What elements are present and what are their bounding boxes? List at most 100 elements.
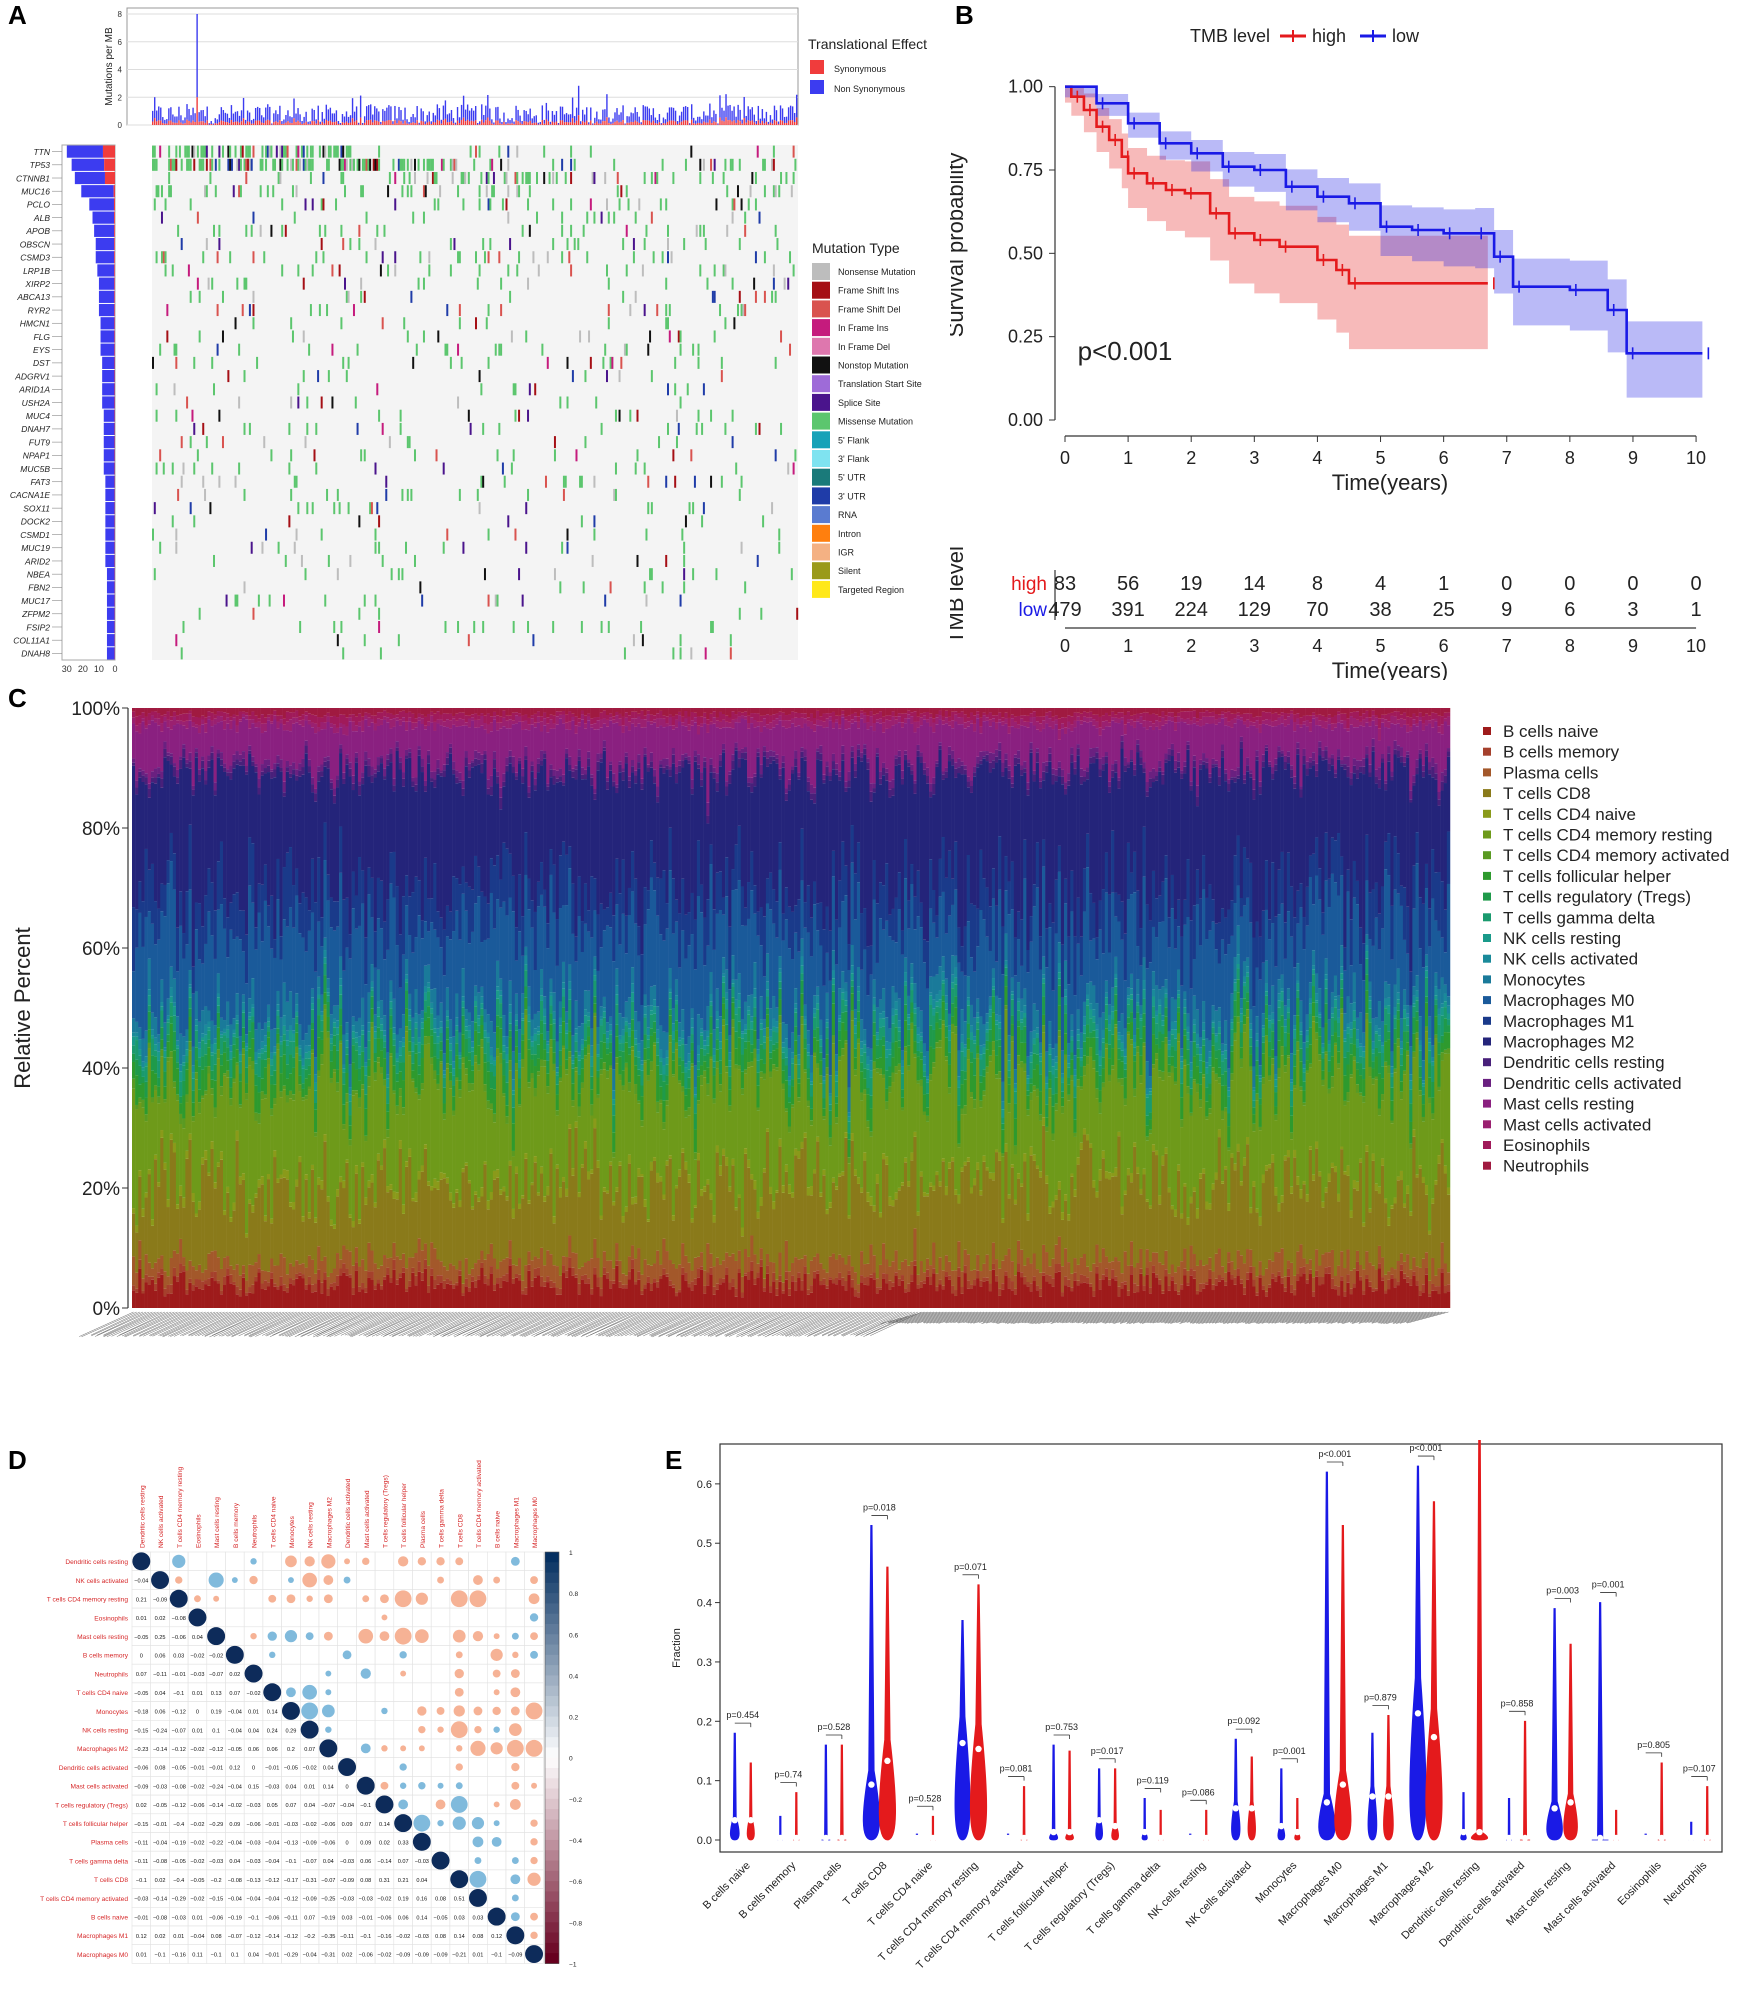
composition-segment (150, 1279, 155, 1308)
composition-segment (361, 870, 365, 904)
composition-segment (395, 1058, 399, 1062)
composition-segment (408, 1051, 412, 1056)
mutation-cell (763, 251, 766, 264)
composition-segment (166, 883, 170, 999)
mutation-cell (281, 264, 284, 277)
composition-segment (464, 1162, 469, 1166)
composition-segment (226, 717, 230, 724)
mutation-cell (638, 198, 641, 211)
composition-segment (565, 1277, 569, 1308)
composition-segment (172, 1015, 177, 1032)
composition-segment (342, 1064, 346, 1069)
tmb-bar-nonsyn (703, 111, 705, 122)
panel-label-e: E (665, 1445, 683, 1475)
composition-segment (483, 1091, 487, 1162)
tmb-bar-syn (485, 120, 487, 125)
tmb-bar-nonsyn (751, 107, 753, 121)
composition-segment (298, 770, 302, 777)
composition-segment (270, 771, 274, 779)
gene-bar-nonsyn (92, 211, 115, 224)
mutation-cell (182, 620, 185, 633)
tmb-bar-syn (753, 122, 755, 125)
mutation-cell (665, 304, 668, 317)
composition-segment (188, 970, 192, 985)
composition-segment (282, 724, 287, 731)
composition-segment (411, 786, 415, 893)
composition-segment (546, 1250, 550, 1277)
composition-segment (455, 1077, 459, 1081)
composition-segment (320, 717, 324, 722)
risk-value: 3 (1627, 599, 1638, 621)
composition-segment (153, 1159, 158, 1263)
composition-segment (266, 714, 271, 718)
mutation-type-label: In Frame Ins (838, 323, 889, 333)
composition-segment (179, 1238, 183, 1264)
tmb-bar-syn (584, 122, 586, 125)
mutation-cell (361, 185, 364, 198)
composition-segment (527, 786, 531, 793)
composition-segment (141, 708, 145, 713)
tmb-bar-syn (553, 122, 556, 125)
mutation-cell (729, 158, 732, 171)
composition-segment (223, 712, 227, 721)
tmb-bar-syn (626, 122, 628, 125)
mutation-cell (428, 251, 431, 264)
composition-segment (172, 889, 177, 979)
composition-segment (433, 1288, 437, 1308)
composition-segment (480, 1047, 484, 1188)
composition-segment (229, 1221, 233, 1266)
tmb-bar-syn (468, 121, 471, 125)
composition-segment (461, 719, 465, 726)
composition-segment (301, 1088, 305, 1098)
composition-segment (433, 1079, 437, 1179)
composition-segment (216, 909, 221, 974)
risk-x-tick-label: 8 (1565, 636, 1575, 656)
mutation-cell (437, 330, 440, 343)
composition-segment (135, 1288, 139, 1293)
composition-segment (417, 1094, 421, 1100)
mutation-cell (668, 304, 671, 317)
composition-segment (298, 1091, 302, 1157)
tmb-bar-syn (487, 117, 489, 125)
composition-segment (354, 762, 359, 896)
tmb-bar-nonsyn (353, 111, 356, 122)
mutation-cell (329, 145, 332, 158)
mutation-cell (171, 515, 174, 528)
composition-segment (452, 931, 456, 1037)
mutation-cell (742, 304, 745, 317)
mutation-cell (704, 647, 707, 660)
tmb-bar-nonsyn (773, 105, 776, 121)
composition-segment (492, 719, 497, 752)
composition-segment (166, 1022, 170, 1035)
composition-segment (188, 720, 192, 753)
mutation-cell (614, 488, 617, 501)
composition-segment (194, 727, 199, 749)
tmb-bar-nonsyn (390, 106, 392, 121)
composition-segment (549, 777, 553, 850)
composition-segment (455, 1055, 459, 1078)
mutation-cell (512, 449, 515, 462)
composition-segment (508, 1258, 512, 1266)
composition-segment (219, 752, 224, 760)
tmb-bar-syn (747, 120, 749, 125)
composition-segment (414, 708, 418, 719)
composition-segment (502, 1280, 506, 1308)
tmb-bar-syn (301, 123, 303, 125)
mutation-cell (344, 185, 346, 198)
tmb-bar-nonsyn (416, 106, 418, 121)
composition-segment (514, 1277, 519, 1308)
composition-segment (135, 1225, 139, 1233)
composition-segment (298, 933, 302, 1025)
composition-segment (307, 766, 312, 773)
mutation-cell (503, 172, 506, 185)
composition-segment (470, 889, 475, 932)
mutation-cell (394, 264, 397, 277)
tmb-bar-nonsyn (244, 119, 247, 124)
mutation-cell (347, 145, 350, 158)
tmb-bar-syn (380, 124, 382, 125)
composition-segment (502, 1059, 506, 1076)
mutation-cell (740, 541, 743, 554)
composition-segment (323, 975, 327, 993)
tmb-bar-syn (489, 120, 491, 125)
composition-segment (314, 1132, 318, 1137)
